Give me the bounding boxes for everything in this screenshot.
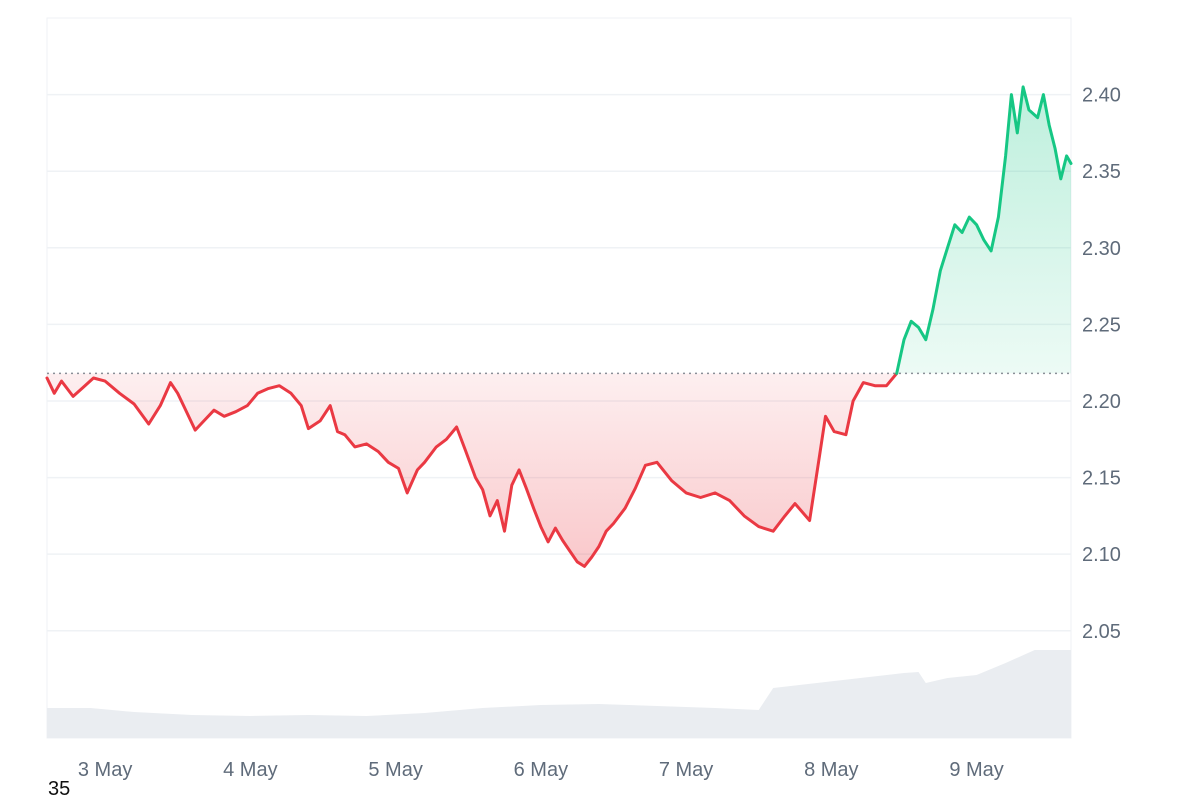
x-axis: 3 May 4 May 5 May 6 May 7 May 8 May 9 May <box>78 759 1004 781</box>
area-above-baseline <box>896 86 1071 374</box>
x-tick-label: 4 May <box>223 759 277 781</box>
volume-bars <box>47 650 1071 738</box>
price-line-up <box>895 85 1073 375</box>
x-tick-label: 6 May <box>514 759 568 781</box>
y-tick-label: 2.15 <box>1082 468 1121 490</box>
y-tick-label: 2.20 <box>1082 391 1121 413</box>
area-below-baseline <box>47 373 897 567</box>
volume-area <box>47 650 1071 738</box>
x-tick-label: 9 May <box>949 759 1003 781</box>
x-tick-label: 7 May <box>659 759 713 781</box>
y-tick-label: 2.25 <box>1082 314 1121 336</box>
x-tick-label: 8 May <box>804 759 858 781</box>
corner-volume-label: 35 <box>48 778 71 800</box>
y-tick-label: 2.05 <box>1082 621 1121 643</box>
y-tick-label: 2.10 <box>1082 544 1121 566</box>
y-tick-label: 2.35 <box>1082 161 1121 183</box>
price-area <box>47 86 1071 567</box>
y-axis: 2.05 2.10 2.15 2.20 2.25 2.30 2.35 2.40 <box>1082 85 1121 643</box>
price-line <box>45 85 1073 568</box>
y-tick-label: 2.40 <box>1082 85 1121 107</box>
x-tick-label: 3 May <box>78 759 132 781</box>
x-tick-label: 5 May <box>368 759 422 781</box>
price-line-down <box>45 371 899 568</box>
y-tick-label: 2.30 <box>1082 238 1121 260</box>
